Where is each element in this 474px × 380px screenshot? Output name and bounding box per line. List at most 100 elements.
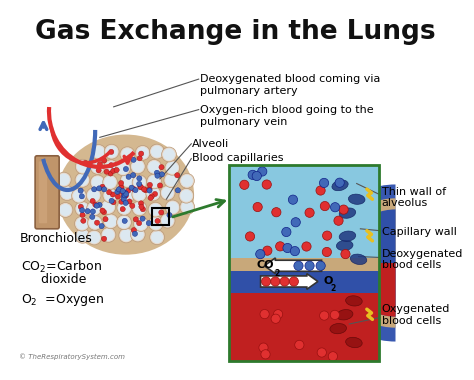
Circle shape [319, 311, 329, 320]
Circle shape [262, 180, 271, 189]
Circle shape [149, 204, 162, 216]
Ellipse shape [346, 337, 362, 348]
Circle shape [121, 197, 127, 202]
Ellipse shape [348, 194, 365, 204]
Circle shape [166, 162, 178, 174]
Circle shape [117, 201, 132, 215]
Circle shape [78, 188, 83, 193]
Circle shape [77, 161, 89, 173]
Circle shape [157, 183, 163, 188]
Circle shape [334, 216, 343, 225]
Circle shape [119, 189, 124, 194]
Circle shape [137, 220, 142, 226]
Circle shape [109, 149, 114, 155]
Circle shape [135, 218, 147, 230]
Circle shape [320, 201, 329, 211]
Circle shape [88, 231, 100, 244]
Circle shape [148, 216, 163, 231]
Circle shape [107, 190, 112, 195]
Circle shape [91, 176, 104, 188]
Circle shape [88, 203, 100, 214]
Circle shape [90, 209, 95, 214]
Circle shape [139, 204, 144, 209]
Ellipse shape [330, 323, 346, 334]
Circle shape [290, 247, 300, 256]
Circle shape [76, 203, 88, 215]
Bar [229, 271, 379, 293]
Bar [153, 209, 169, 225]
Circle shape [328, 352, 337, 361]
Circle shape [148, 195, 153, 200]
Circle shape [322, 247, 331, 256]
Circle shape [165, 200, 180, 215]
Text: Blood capillaries: Blood capillaries [192, 153, 284, 163]
Circle shape [117, 215, 131, 230]
Circle shape [126, 188, 131, 193]
Ellipse shape [337, 240, 353, 250]
Circle shape [92, 146, 104, 158]
Circle shape [118, 180, 124, 186]
Text: Alveoli: Alveoli [192, 139, 229, 149]
Circle shape [122, 174, 134, 186]
Circle shape [305, 261, 314, 271]
Circle shape [302, 242, 311, 251]
Circle shape [295, 340, 304, 350]
Circle shape [263, 246, 272, 255]
Circle shape [131, 228, 137, 233]
Circle shape [120, 206, 125, 212]
Circle shape [164, 173, 179, 188]
Circle shape [76, 174, 89, 186]
Circle shape [119, 228, 134, 243]
Circle shape [127, 199, 132, 204]
Circle shape [253, 203, 262, 212]
Circle shape [153, 192, 157, 196]
Text: O: O [323, 276, 333, 285]
Circle shape [255, 250, 265, 259]
Wedge shape [317, 184, 395, 342]
Circle shape [75, 159, 90, 174]
FancyBboxPatch shape [35, 156, 59, 229]
Circle shape [104, 144, 119, 159]
Text: dioxide: dioxide [21, 273, 87, 286]
Ellipse shape [350, 254, 367, 264]
Circle shape [80, 212, 85, 217]
Circle shape [181, 201, 193, 213]
Circle shape [133, 188, 145, 201]
Circle shape [322, 231, 332, 240]
Circle shape [167, 212, 172, 218]
Circle shape [137, 176, 142, 181]
Circle shape [271, 277, 280, 286]
Circle shape [111, 200, 116, 205]
Circle shape [148, 161, 160, 173]
Circle shape [105, 161, 117, 173]
Circle shape [88, 189, 100, 201]
Circle shape [147, 182, 153, 187]
Circle shape [137, 181, 142, 187]
Circle shape [260, 309, 269, 319]
Circle shape [121, 193, 127, 198]
Circle shape [137, 147, 149, 159]
Circle shape [101, 228, 116, 242]
Circle shape [150, 144, 164, 159]
Circle shape [271, 314, 280, 323]
Circle shape [316, 261, 325, 271]
Circle shape [104, 160, 118, 174]
Circle shape [117, 162, 129, 174]
Circle shape [181, 175, 193, 187]
Circle shape [179, 188, 194, 203]
Circle shape [115, 189, 120, 194]
Circle shape [162, 187, 173, 199]
Bar [229, 165, 379, 361]
Circle shape [90, 198, 95, 204]
Circle shape [104, 190, 116, 201]
Circle shape [180, 173, 194, 188]
Circle shape [90, 214, 95, 219]
Circle shape [330, 310, 339, 320]
Circle shape [132, 175, 147, 190]
Circle shape [175, 188, 181, 193]
Circle shape [121, 148, 133, 160]
Circle shape [97, 202, 102, 207]
Circle shape [151, 146, 163, 158]
Circle shape [273, 310, 283, 319]
Circle shape [103, 188, 118, 203]
